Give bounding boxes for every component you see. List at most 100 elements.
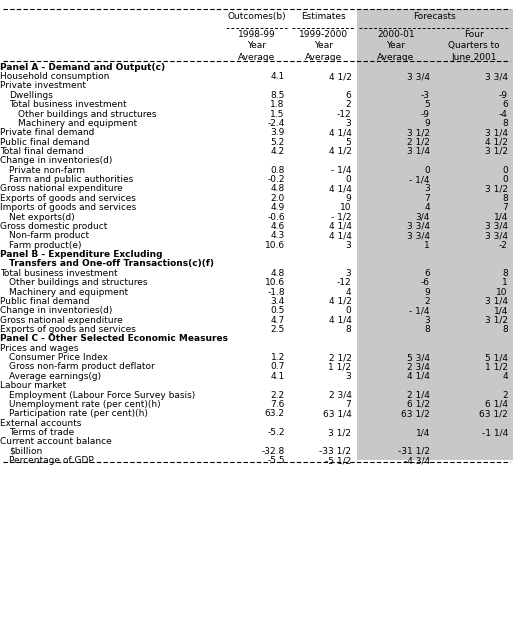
Text: 6: 6 <box>502 100 508 109</box>
Text: 4.1: 4.1 <box>270 72 285 81</box>
Text: Public final demand: Public final demand <box>0 297 90 306</box>
Text: 4: 4 <box>424 203 430 212</box>
Text: 4.2: 4.2 <box>270 147 285 156</box>
Text: Exports of goods and services: Exports of goods and services <box>0 325 136 334</box>
Text: 5: 5 <box>346 137 351 147</box>
Text: 8: 8 <box>502 325 508 334</box>
Text: 3 3/4: 3 3/4 <box>485 222 508 231</box>
Text: 2000-01
Year
Average: 2000-01 Year Average <box>377 30 415 61</box>
Text: 2.2: 2.2 <box>270 391 285 399</box>
Text: Farm and public authorities: Farm and public authorities <box>9 175 133 184</box>
Text: 3 3/4: 3 3/4 <box>407 231 430 241</box>
Text: 4 1/4: 4 1/4 <box>328 222 351 231</box>
Text: 1999-2000
Year
Average: 1999-2000 Year Average <box>299 30 348 61</box>
Text: 4 1/4: 4 1/4 <box>328 231 351 241</box>
Text: Participation rate (per cent)(h): Participation rate (per cent)(h) <box>9 410 148 418</box>
Text: 4 1/2: 4 1/2 <box>328 297 351 306</box>
Text: 6: 6 <box>346 91 351 100</box>
Text: 0: 0 <box>424 166 430 175</box>
Text: 2 3/4: 2 3/4 <box>328 391 351 399</box>
Text: 4.1: 4.1 <box>270 372 285 381</box>
Text: 8.5: 8.5 <box>270 91 285 100</box>
Text: -2.4: -2.4 <box>267 119 285 128</box>
Text: 3 1/2: 3 1/2 <box>485 147 508 156</box>
Text: 3 1/2: 3 1/2 <box>485 316 508 325</box>
Text: Prices and wages: Prices and wages <box>0 344 78 353</box>
Text: 1 1/2: 1 1/2 <box>328 363 351 372</box>
Text: 2: 2 <box>424 297 430 306</box>
Text: Unemployment rate (per cent)(h): Unemployment rate (per cent)(h) <box>9 400 161 409</box>
Text: -5 1/2: -5 1/2 <box>325 456 351 465</box>
Text: Public final demand: Public final demand <box>0 137 90 147</box>
Text: 0.5: 0.5 <box>270 306 285 315</box>
Text: 4.3: 4.3 <box>270 231 285 241</box>
Text: 63 1/2: 63 1/2 <box>479 410 508 418</box>
Text: Change in inventories(d): Change in inventories(d) <box>0 156 112 165</box>
Text: $billion: $billion <box>9 447 43 456</box>
Text: Non-farm product: Non-farm product <box>9 231 89 241</box>
Text: Machinery and equipment: Machinery and equipment <box>9 287 128 296</box>
Text: Dwellings: Dwellings <box>9 91 53 100</box>
Text: - 1/4: - 1/4 <box>331 166 351 175</box>
Text: 3 1/4: 3 1/4 <box>407 147 430 156</box>
Text: -0.2: -0.2 <box>267 175 285 184</box>
Text: 3/4: 3/4 <box>416 213 430 222</box>
Text: 7.6: 7.6 <box>270 400 285 409</box>
Text: 2.0: 2.0 <box>270 194 285 203</box>
Text: 4 1/4: 4 1/4 <box>328 184 351 194</box>
Text: - 1/4: - 1/4 <box>409 175 430 184</box>
Text: 10.6: 10.6 <box>265 278 285 287</box>
Text: 4 1/2: 4 1/2 <box>328 147 351 156</box>
Text: -3: -3 <box>421 91 430 100</box>
Text: 5.2: 5.2 <box>270 137 285 147</box>
Text: 63.2: 63.2 <box>265 410 285 418</box>
Text: Panel B - Expenditure Excluding: Panel B - Expenditure Excluding <box>0 250 163 259</box>
Text: Total final demand: Total final demand <box>0 147 84 156</box>
Text: Change in inventories(d): Change in inventories(d) <box>0 306 112 315</box>
Text: 8: 8 <box>346 325 351 334</box>
Text: 0: 0 <box>346 306 351 315</box>
Text: -6: -6 <box>421 278 430 287</box>
Text: Total business investment: Total business investment <box>9 100 127 109</box>
Text: Exports of goods and services: Exports of goods and services <box>0 194 136 203</box>
Text: 1: 1 <box>424 241 430 249</box>
Text: 2.5: 2.5 <box>270 325 285 334</box>
Text: 1 1/2: 1 1/2 <box>485 363 508 372</box>
Text: 63 1/4: 63 1/4 <box>323 410 351 418</box>
Text: 5 3/4: 5 3/4 <box>407 353 430 362</box>
Text: 2 1/2: 2 1/2 <box>407 137 430 147</box>
Text: Four
Quarters to
June 2001: Four Quarters to June 2001 <box>448 30 500 61</box>
Text: 0.7: 0.7 <box>270 363 285 372</box>
Text: -9: -9 <box>499 91 508 100</box>
Text: Transfers and One-off Transactions(c)(f): Transfers and One-off Transactions(c)(f) <box>9 260 214 268</box>
Text: 3 1/2: 3 1/2 <box>328 428 351 437</box>
Text: 5 1/4: 5 1/4 <box>485 353 508 362</box>
Text: 1998-99
Year
Average: 1998-99 Year Average <box>238 30 275 61</box>
Text: 2 1/2: 2 1/2 <box>328 353 351 362</box>
Text: Farm product(e): Farm product(e) <box>9 241 82 249</box>
Text: Consumer Price Index: Consumer Price Index <box>9 353 108 362</box>
Text: 3: 3 <box>346 119 351 128</box>
Text: Gross national expenditure: Gross national expenditure <box>0 316 123 325</box>
Text: 4: 4 <box>502 372 508 381</box>
Text: 3: 3 <box>346 372 351 381</box>
Text: -31 1/2: -31 1/2 <box>398 447 430 456</box>
Text: 4.7: 4.7 <box>270 316 285 325</box>
Text: 4.8: 4.8 <box>270 184 285 194</box>
Bar <box>357 9 513 460</box>
Text: Other buildings and structures: Other buildings and structures <box>18 110 157 118</box>
Text: 4.9: 4.9 <box>270 203 285 212</box>
Text: Percentage of GDP: Percentage of GDP <box>9 456 94 465</box>
Text: - 1/2: - 1/2 <box>331 213 351 222</box>
Text: 3 3/4: 3 3/4 <box>485 231 508 241</box>
Text: -2: -2 <box>499 241 508 249</box>
Text: - 1/4: - 1/4 <box>409 306 430 315</box>
Text: 4 1/4: 4 1/4 <box>328 128 351 137</box>
Text: 8: 8 <box>502 119 508 128</box>
Text: Outcomes(b): Outcomes(b) <box>227 12 286 21</box>
Text: 6 1/2: 6 1/2 <box>407 400 430 409</box>
Text: Estimates: Estimates <box>301 12 345 21</box>
Text: Private final demand: Private final demand <box>0 128 94 137</box>
Text: -1 1/4: -1 1/4 <box>482 428 508 437</box>
Text: 1/4: 1/4 <box>494 213 508 222</box>
